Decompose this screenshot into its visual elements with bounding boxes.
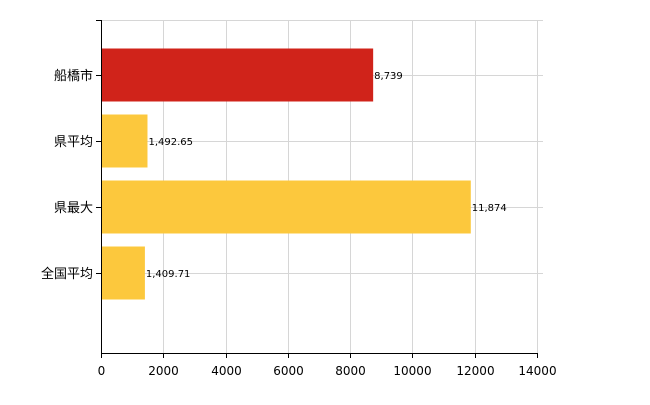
x-tick-label-4: 8000: [335, 364, 366, 378]
x-tick-label-7: 14000: [518, 364, 556, 378]
axis-layer: [96, 20, 538, 358]
x-tick-label-3: 6000: [273, 364, 304, 378]
bars-layer: [101, 48, 471, 300]
data-label-0: 8,739: [374, 71, 403, 82]
category-label-0: 船橋市: [54, 68, 93, 84]
bar-3: [101, 246, 145, 300]
bar-1: [101, 114, 148, 168]
category-label-2: 県最大: [54, 201, 93, 216]
x-tick-label-0: 0: [98, 364, 106, 378]
labels-layer: 8,739 船橋市 1,492.65 県平均 11,874 県最大 1,409.71 全国平均…: [41, 68, 557, 378]
bar-2: [101, 180, 471, 234]
x-tick-label-2: 4000: [211, 364, 242, 378]
x-tick-label-6: 12000: [456, 364, 494, 378]
x-tick-label-5: 10000: [393, 364, 431, 378]
category-label-3: 全国平均: [41, 266, 93, 282]
data-label-2: 11,874: [472, 203, 507, 214]
x-tick-label-1: 2000: [148, 364, 179, 378]
category-label-1: 県平均: [54, 135, 93, 150]
data-label-1: 1,492.65: [148, 137, 193, 148]
bar-0: [101, 48, 374, 102]
data-label-3: 1,409.71: [146, 269, 191, 280]
